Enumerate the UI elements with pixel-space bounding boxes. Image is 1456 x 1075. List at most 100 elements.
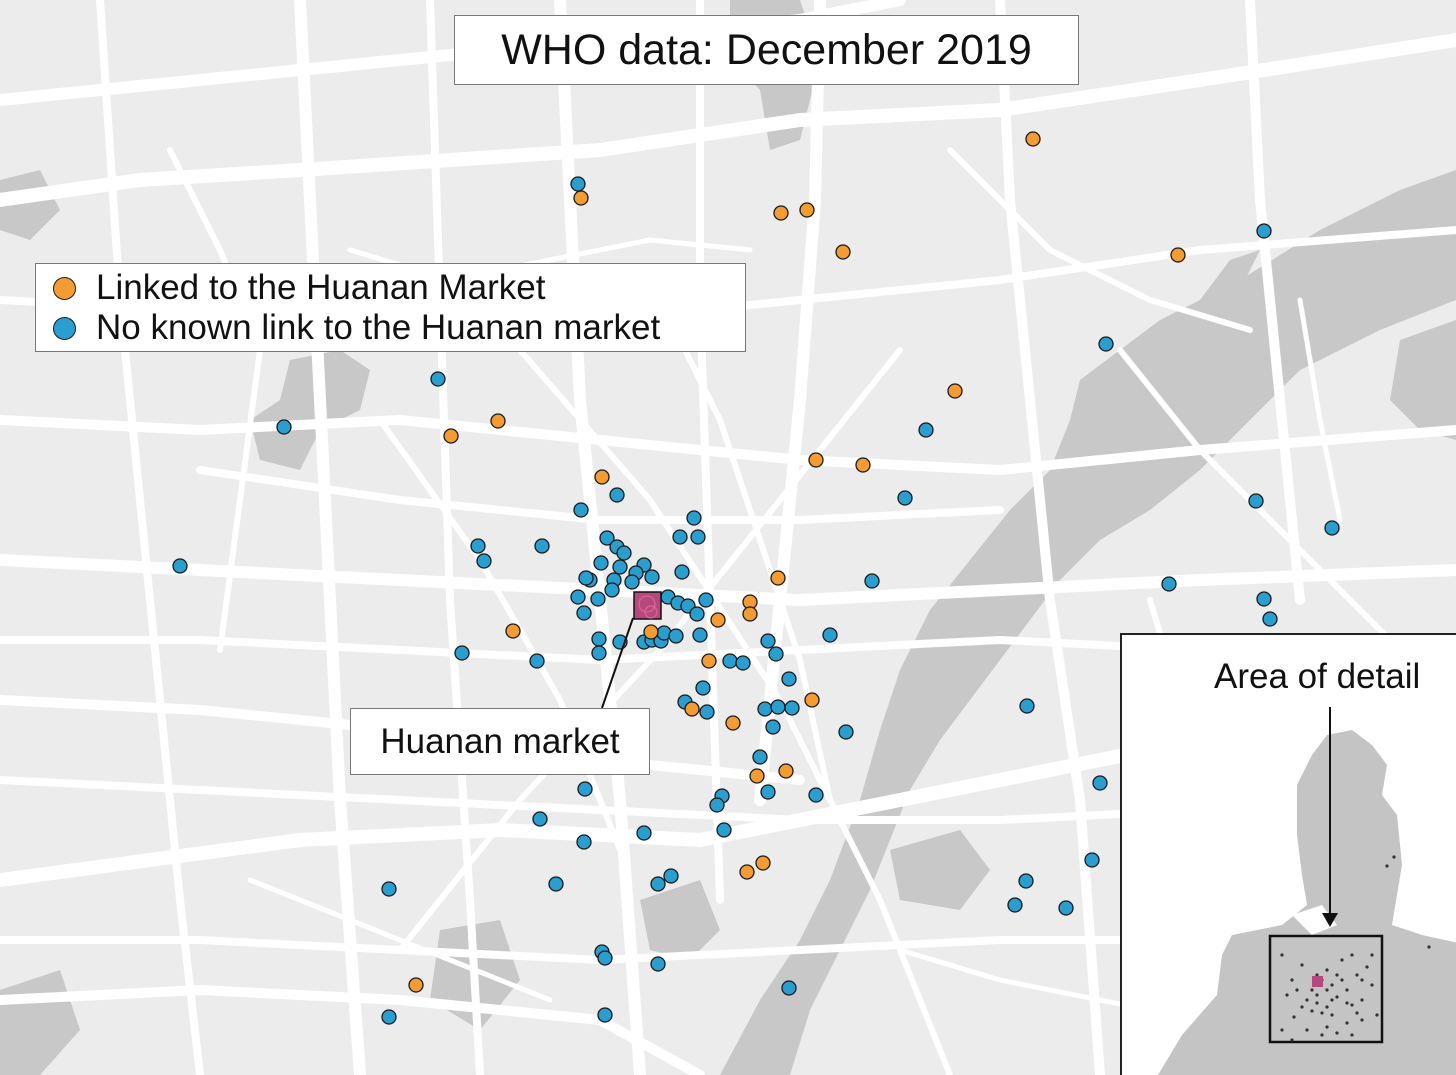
linked-case-point (643, 624, 659, 640)
river (720, 170, 1456, 1075)
market-label: Huanan market (350, 708, 650, 775)
linked-case-point (573, 190, 589, 206)
unlinked-case-point (577, 781, 593, 797)
unlinked-case-point (716, 822, 732, 838)
market-leader-line (601, 617, 634, 709)
unlinked-case-point (760, 784, 776, 800)
linked-case-point (594, 469, 610, 485)
inset-case-dot (1325, 1005, 1329, 1009)
road-14 (0, 415, 1456, 475)
inset-case-dot (1280, 1028, 1284, 1032)
unlinked-case-point (593, 555, 609, 571)
legend: Linked to the Huanan Market No known lin… (35, 263, 746, 352)
inset-case-dot (1370, 953, 1374, 957)
road-0 (0, 33, 1456, 207)
inset-case-dot (1305, 998, 1309, 1002)
inset-case-dot (1392, 855, 1396, 859)
orange-dot-icon (53, 276, 76, 300)
unlinked-case-point (612, 559, 628, 575)
unlinked-case-point (1019, 698, 1035, 714)
unlinked-case-point (1248, 493, 1264, 509)
unlinked-case-point (1161, 576, 1177, 592)
inset-case-dot (1300, 1005, 1304, 1009)
legend-label-linked: Linked to the Huanan Market (96, 268, 546, 307)
unlinked-case-point (591, 631, 607, 647)
unlinked-case-point (781, 980, 797, 996)
unlinked-case-point (276, 419, 292, 435)
inset-case-dot (1300, 963, 1304, 967)
inset-case-dot (1360, 1018, 1364, 1022)
unlinked-case-point (770, 699, 786, 715)
unlinked-case-point (591, 645, 607, 661)
market-overlap-case (638, 595, 656, 613)
linked-case-point (725, 715, 741, 731)
market-overlap-case (644, 605, 658, 619)
inset-case-dot (1355, 973, 1359, 977)
unlinked-case-point (752, 749, 768, 765)
inset-case-dot (1295, 988, 1299, 992)
road-7 (554, 0, 646, 1075)
unlinked-case-point (695, 680, 711, 696)
unlinked-case-point (672, 529, 688, 545)
unlinked-case-point (1092, 775, 1108, 791)
west-lake (250, 350, 370, 470)
inset-case-dot (1335, 1031, 1339, 1035)
inset-case-dot (1335, 995, 1339, 999)
unlinked-case-point (590, 591, 606, 607)
linked-case-point (799, 202, 815, 218)
inset-case-dot (1385, 864, 1389, 868)
unlinked-case-point (784, 700, 800, 716)
inset-case-dot (1325, 1025, 1329, 1029)
unlinked-case-point (1256, 591, 1272, 607)
unlinked-case-point (1018, 873, 1034, 889)
linked-case-point (749, 768, 765, 784)
inset-case-dot (1345, 988, 1349, 992)
road-6 (294, 0, 366, 1075)
unlinked-case-point (897, 490, 913, 506)
road-8 (754, 0, 826, 806)
unlinked-case-point (1262, 611, 1278, 627)
unlinked-case-point (768, 646, 784, 662)
unlinked-case-point (616, 545, 632, 561)
linked-case-point (755, 855, 771, 871)
inset-case-dot (1365, 965, 1369, 969)
unlinked-case-point (668, 628, 684, 644)
unlinked-case-point (529, 653, 545, 669)
unlinked-case-point (760, 633, 776, 649)
inset-case-dot (1360, 998, 1364, 1002)
unlinked-case-point (578, 570, 594, 586)
inset-case-dot (1320, 1033, 1324, 1037)
unlinked-case-point (1007, 897, 1023, 913)
unlinked-case-point (570, 176, 586, 192)
inset-locator-map: Area of detail (1120, 633, 1456, 1075)
map-title: WHO data: December 2019 (454, 15, 1079, 85)
linked-case-point (505, 623, 521, 639)
unlinked-case-point (1324, 520, 1340, 536)
unlinked-case-point (722, 653, 738, 669)
pond-center (640, 880, 720, 960)
unlinked-case-point (650, 956, 666, 972)
linked-case-point (947, 383, 963, 399)
unlinked-case-point (597, 1007, 613, 1023)
inset-case-dot (1290, 1038, 1294, 1042)
inset-case-dot (1325, 988, 1329, 992)
road-10 (1245, 0, 1305, 605)
linked-case-point (684, 701, 700, 717)
inset-case-dot (1345, 1001, 1349, 1005)
inset-case-dot (1292, 1015, 1296, 1019)
inset-case-dot (1370, 983, 1374, 987)
unlinked-case-point (430, 371, 446, 387)
unlinked-case-point (381, 881, 397, 897)
unlinked-case-point (808, 787, 824, 803)
pond-east (890, 830, 990, 910)
linked-case-point (710, 612, 726, 628)
inset-case-dot (1360, 978, 1364, 982)
inset-case-dot (1350, 953, 1354, 957)
case-points (172, 131, 1340, 1025)
unlinked-case-point (609, 487, 625, 503)
unlinked-case-point (735, 655, 751, 671)
unlinked-case-point (674, 564, 690, 580)
inset-map (1158, 707, 1456, 1075)
